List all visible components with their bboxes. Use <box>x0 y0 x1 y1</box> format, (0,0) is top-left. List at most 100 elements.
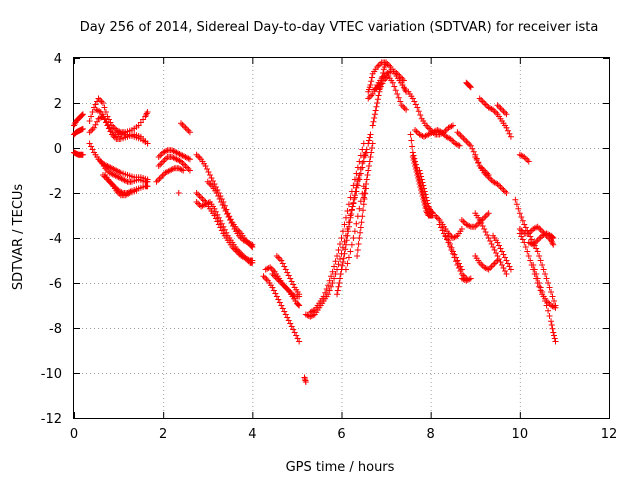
data-point <box>350 199 357 206</box>
data-point <box>339 259 346 265</box>
data-point <box>413 128 420 135</box>
data-point <box>551 332 558 339</box>
data-point <box>198 194 205 201</box>
data-point <box>279 260 286 267</box>
data-point <box>116 169 123 175</box>
data-point <box>374 96 381 103</box>
data-point <box>353 184 360 191</box>
data-point <box>123 178 130 184</box>
data-point <box>185 127 192 134</box>
data-point <box>407 131 414 138</box>
data-point <box>273 253 280 259</box>
data-point <box>365 167 372 174</box>
data-point <box>478 220 485 226</box>
data-point <box>219 202 226 208</box>
data-point <box>92 101 99 108</box>
data-point <box>546 313 553 319</box>
data-point <box>348 211 355 217</box>
data-point <box>491 260 498 267</box>
data-point <box>279 305 286 312</box>
data-point <box>503 124 510 131</box>
data-point <box>391 83 398 90</box>
data-point <box>423 197 430 204</box>
data-point <box>379 73 386 80</box>
series-sat-aa <box>334 149 370 298</box>
series-sat-ab <box>342 183 367 273</box>
data-point <box>99 100 106 106</box>
data-point <box>175 190 182 196</box>
data-point <box>493 109 500 116</box>
series-sat-n <box>175 190 182 196</box>
data-point <box>530 262 537 268</box>
data-point <box>424 124 431 130</box>
data-point <box>185 166 192 172</box>
data-point <box>549 240 556 247</box>
data-point <box>195 191 202 198</box>
data-point <box>320 293 327 300</box>
data-point <box>282 311 289 318</box>
data-point <box>536 280 543 286</box>
data-point <box>217 224 224 231</box>
data-point <box>360 201 367 208</box>
data-point <box>275 254 282 261</box>
data-point <box>466 141 473 148</box>
data-point <box>420 185 427 192</box>
data-point <box>362 190 369 197</box>
data-point <box>500 108 507 115</box>
data-point <box>386 62 393 69</box>
data-point <box>423 194 430 201</box>
data-point <box>143 112 150 118</box>
data-point <box>488 241 495 247</box>
data-point <box>354 164 361 171</box>
data-point <box>95 95 102 102</box>
data-point <box>291 329 298 336</box>
data-point <box>464 139 471 146</box>
data-point <box>102 115 109 122</box>
data-point <box>400 103 407 110</box>
data-point <box>334 253 341 259</box>
data-point <box>455 260 462 267</box>
data-point <box>389 79 396 86</box>
data-point <box>412 163 419 169</box>
data-point <box>364 172 371 178</box>
data-point <box>341 221 348 228</box>
data-point <box>499 248 505 255</box>
data-point <box>481 226 488 232</box>
data-point <box>212 215 219 222</box>
data-point <box>103 118 110 125</box>
data-point <box>475 160 482 166</box>
data-point <box>548 318 555 325</box>
data-point <box>221 226 228 233</box>
data-point <box>497 245 504 252</box>
data-point <box>269 284 276 291</box>
x-tick-label: 6 <box>337 427 345 442</box>
data-point <box>433 214 440 220</box>
data-point <box>345 201 352 208</box>
series-sat-ba <box>494 102 510 118</box>
data-point <box>533 271 540 277</box>
data-point <box>435 215 442 222</box>
data-point <box>534 275 541 282</box>
series-sat-a <box>71 111 86 129</box>
data-point <box>458 217 465 223</box>
y-axis-label: SDTVAR / TECUs <box>11 184 26 291</box>
data-point <box>504 127 511 134</box>
data-point <box>550 235 557 241</box>
data-point <box>420 182 427 189</box>
data-point <box>211 205 218 212</box>
data-point <box>394 71 401 78</box>
series-sat-am <box>409 154 436 219</box>
data-point <box>334 291 341 298</box>
data-point <box>422 191 429 198</box>
data-point <box>424 200 431 207</box>
data-point <box>409 143 416 150</box>
data-point <box>348 207 355 214</box>
data-point <box>308 308 315 315</box>
chart-title: Day 256 of 2014, Sidereal Day-to-day VTE… <box>80 20 599 35</box>
data-point <box>193 190 200 196</box>
data-point <box>357 166 364 172</box>
data-point <box>347 194 354 201</box>
data-point <box>366 158 373 165</box>
data-point <box>287 275 294 282</box>
data-point <box>222 208 229 214</box>
